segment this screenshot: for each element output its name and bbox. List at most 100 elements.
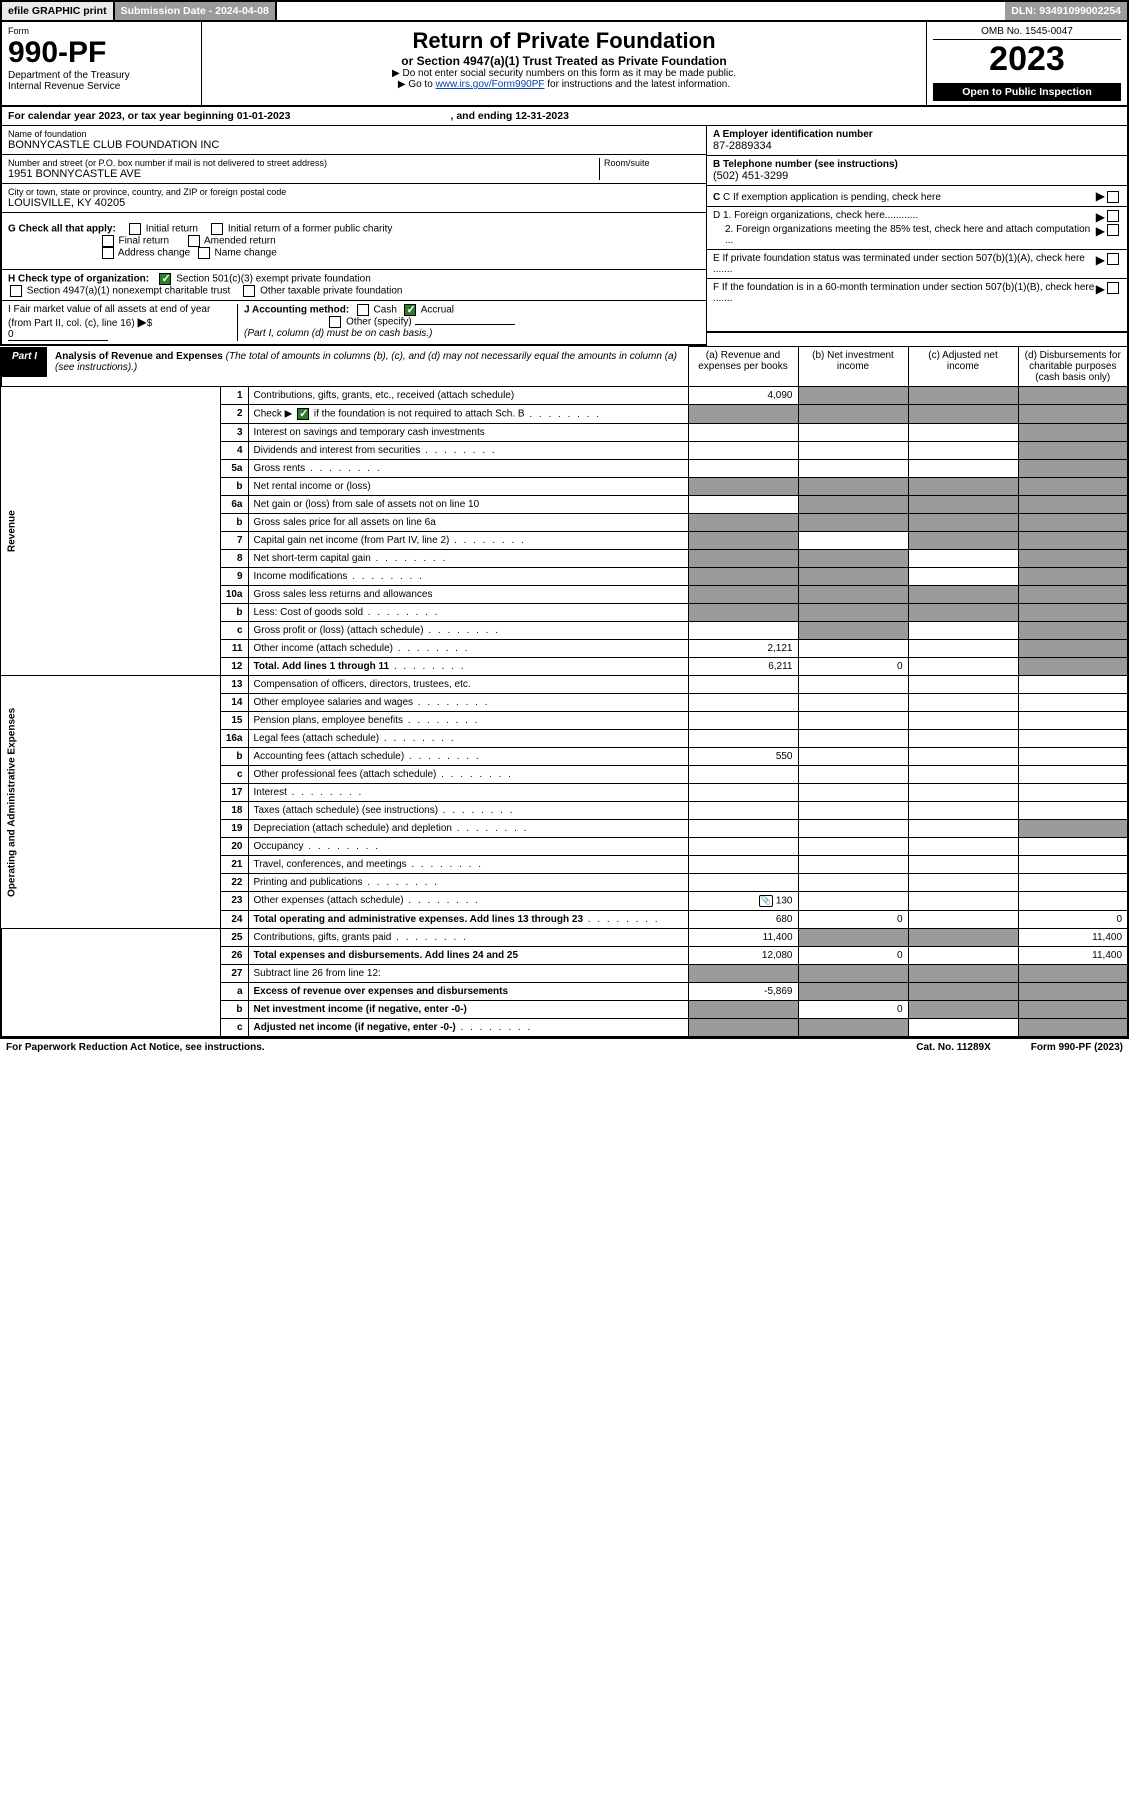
r1a: 4,090 (688, 387, 798, 405)
dln: DLN: 93491099002254 (1005, 2, 1127, 20)
r21d: Travel, conferences, and meetings (248, 856, 688, 874)
r6bd: Gross sales price for all assets on line… (248, 514, 688, 532)
r16ad: Legal fees (attach schedule) (248, 730, 688, 748)
r27bb: 0 (798, 1001, 908, 1019)
r24b: 0 (798, 911, 908, 929)
r16cn: c (220, 766, 248, 784)
cb-schb[interactable] (297, 408, 309, 420)
city: LOUISVILLE, KY 40205 (8, 197, 700, 209)
r25d: Contributions, gifts, grants paid (248, 929, 688, 947)
r5bd: Net rental income or (loss) (248, 478, 688, 496)
r22d: Printing and publications (248, 874, 688, 892)
g4: Amended return (204, 236, 276, 247)
ein: 87-2889334 (713, 140, 772, 152)
tax-year: 2023 (933, 40, 1121, 79)
r15n: 15 (220, 712, 248, 730)
g6: Name change (215, 248, 277, 259)
f-label: F If the foundation is in a 60-month ter… (713, 282, 1096, 328)
cb-cash[interactable] (357, 304, 369, 316)
cb-final[interactable] (102, 235, 114, 247)
col-c: (c) Adjusted net income (908, 347, 1018, 387)
cb-d2[interactable] (1107, 224, 1119, 236)
r25a: 11,400 (688, 929, 798, 947)
form-number: 990-PF (8, 36, 195, 70)
cb-4947[interactable] (10, 285, 22, 297)
instruction-2: ▶ Go to www.irs.gov/Form990PF for instru… (208, 79, 920, 90)
r5ad: Gross rents (248, 460, 688, 478)
cb-501c3[interactable] (159, 273, 171, 285)
cb-c[interactable] (1107, 191, 1119, 203)
top-bar: efile GRAPHIC print Submission Date - 20… (0, 0, 1129, 22)
cat-no: Cat. No. 11289X (916, 1042, 990, 1053)
city-label: City or town, state or province, country… (8, 187, 700, 197)
r7n: 7 (220, 532, 248, 550)
cb-initial-former[interactable] (211, 223, 223, 235)
r27cn: c (220, 1019, 248, 1038)
part1-label: Part I (2, 347, 47, 377)
r8d: Net short-term capital gain (248, 550, 688, 568)
r8n: 8 (220, 550, 248, 568)
part1-title: Analysis of Revenue and Expenses (55, 351, 223, 362)
r26b: 0 (798, 947, 908, 965)
g5: Address change (118, 248, 190, 259)
cb-amended[interactable] (188, 235, 200, 247)
year-pre: For calendar year 2023, or tax year begi… (8, 110, 290, 122)
g2: Initial return of a former public charit… (228, 224, 393, 235)
r11n: 11 (220, 640, 248, 658)
name-label: Name of foundation (8, 129, 700, 139)
r1d: Contributions, gifts, grants, etc., rece… (248, 387, 688, 405)
r27n: 27 (220, 965, 248, 983)
r10an: 10a (220, 586, 248, 604)
room-label: Room/suite (604, 158, 700, 168)
form-subtitle: or Section 4947(a)(1) Trust Treated as P… (208, 54, 920, 68)
submission-date: Submission Date - 2024-04-08 (115, 2, 277, 20)
r10ad: Gross sales less returns and allowances (248, 586, 688, 604)
form-ref: Form 990-PF (2023) (1031, 1042, 1123, 1053)
g-label: G Check all that apply: (8, 224, 116, 235)
cb-initial[interactable] (129, 223, 141, 235)
instruction-1: ▶ Do not enter social security numbers o… (208, 68, 920, 79)
r14d: Other employee salaries and wages (248, 694, 688, 712)
addr-label: Number and street (or P.O. box number if… (8, 158, 595, 168)
r27cd: Adjusted net income (if negative, enter … (254, 1022, 456, 1033)
cb-f[interactable] (1107, 282, 1119, 294)
efile-label[interactable]: efile GRAPHIC print (2, 2, 115, 20)
cb-d1[interactable] (1107, 210, 1119, 222)
j1: Cash (374, 305, 397, 316)
address: 1951 BONNYCASTLE AVE (8, 168, 595, 180)
cb-other-acct[interactable] (329, 316, 341, 328)
col-d: (d) Disbursements for charitable purpose… (1018, 347, 1128, 387)
r17d: Interest (248, 784, 688, 802)
form-header: Form 990-PF Department of the Treasury I… (0, 22, 1129, 107)
r2n: 2 (220, 405, 248, 424)
i-val: 0 (8, 329, 108, 341)
page-footer: For Paperwork Reduction Act Notice, see … (0, 1038, 1129, 1056)
r27ad: Excess of revenue over expenses and disb… (254, 986, 509, 997)
calendar-year-line: For calendar year 2023, or tax year begi… (0, 107, 1129, 126)
r27aa: -5,869 (688, 983, 798, 1001)
r27d: Subtract line 26 from line 12: (248, 965, 688, 983)
g1: Initial return (146, 224, 198, 235)
r10cn: c (220, 622, 248, 640)
cb-name-change[interactable] (198, 247, 210, 259)
r3n: 3 (220, 424, 248, 442)
cb-accrual[interactable] (404, 304, 416, 316)
r23d: Other expenses (attach schedule) (248, 892, 688, 911)
r16an: 16a (220, 730, 248, 748)
r14n: 14 (220, 694, 248, 712)
j3: Other (specify) (346, 317, 412, 328)
r26a: 12,080 (688, 947, 798, 965)
r2d: Check ▶ if the foundation is not require… (248, 405, 688, 424)
h2: Section 4947(a)(1) nonexempt charitable … (27, 286, 230, 297)
r6an: 6a (220, 496, 248, 514)
r24d: Total operating and administrative expen… (254, 914, 584, 925)
r1n: 1 (220, 387, 248, 405)
cb-addr-change[interactable] (102, 247, 114, 259)
attachment-icon[interactable]: 📎 (759, 895, 773, 907)
phone: (502) 451-3299 (713, 170, 788, 182)
r19d: Depreciation (attach schedule) and deple… (248, 820, 688, 838)
cb-e[interactable] (1107, 253, 1119, 265)
cb-other-tax[interactable] (243, 285, 255, 297)
form-link[interactable]: www.irs.gov/Form990PF (436, 79, 545, 90)
j2: Accrual (421, 305, 454, 316)
